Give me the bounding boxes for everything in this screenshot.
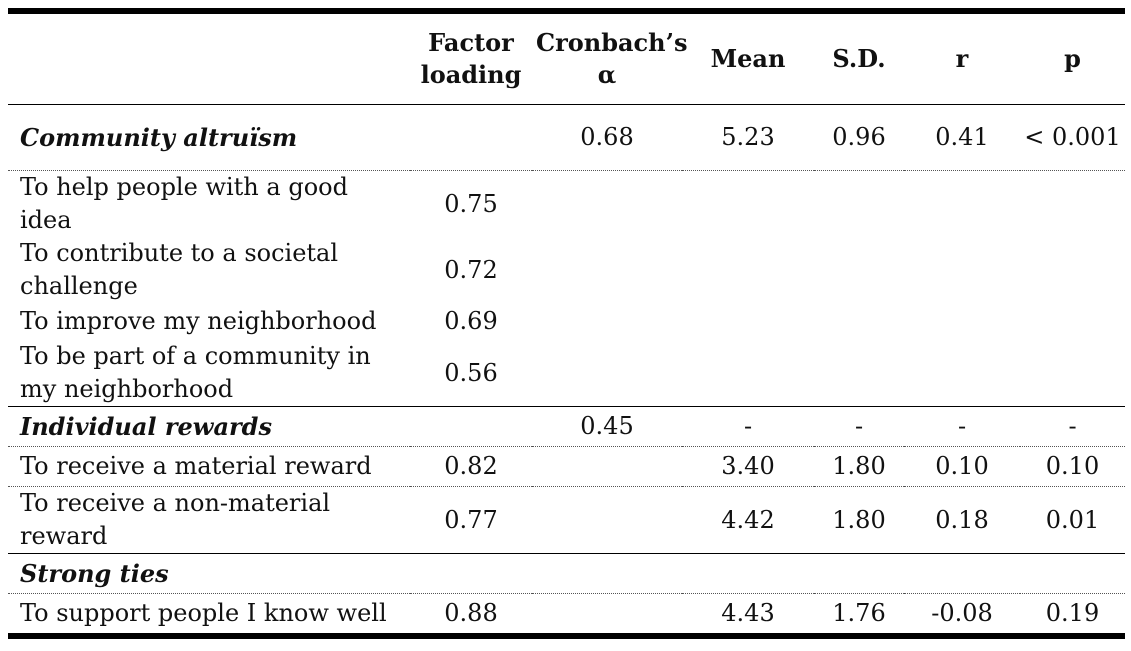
- item-p: [1020, 171, 1125, 238]
- item-sd: [814, 237, 904, 303]
- table-header: Factor loading Cronbach’s α Mean S.D. r …: [8, 11, 1125, 105]
- group-r: 0.41: [904, 104, 1020, 171]
- item-loading: 0.69: [444, 307, 498, 335]
- item-mean: [682, 237, 814, 303]
- group-label: Strong ties: [8, 553, 410, 594]
- item-alpha: [532, 303, 682, 340]
- item-label: To be part of a community in my neighbor…: [20, 342, 371, 403]
- group-sd: [814, 553, 904, 594]
- item-alpha: [532, 446, 682, 487]
- item-label: To receive a material reward: [8, 446, 410, 487]
- group-mean: [682, 553, 814, 594]
- item-mean: 4.42: [721, 505, 775, 534]
- group-p: [1020, 553, 1125, 594]
- item-row: To improve my neighborhood 0.69: [8, 303, 1125, 340]
- group-loading: [410, 406, 532, 447]
- item-p: 0.01: [1045, 505, 1100, 534]
- group-loading: [410, 553, 532, 594]
- results-table: Factor loading Cronbach’s α Mean S.D. r …: [8, 8, 1125, 639]
- header-label-column: [8, 11, 410, 105]
- group-sd: -: [814, 406, 904, 447]
- item-loading: 0.88: [444, 598, 498, 627]
- header-mean: Mean: [682, 11, 814, 105]
- item-label: To receive a non-material reward: [20, 489, 331, 550]
- group-p: -: [1020, 406, 1125, 447]
- item-r: 0.18: [935, 505, 989, 534]
- group-label: Community altruïsm: [8, 104, 410, 171]
- item-label: To improve my neighborhood: [20, 307, 377, 335]
- item-loading: 0.77: [444, 505, 498, 534]
- item-loading: 0.56: [444, 358, 498, 387]
- item-r: [904, 340, 1020, 407]
- header-factor-loading: Factor loading: [410, 11, 532, 105]
- item-row: To support people I know well 0.88 4.43 …: [8, 594, 1125, 636]
- group-mean: 5.23: [682, 104, 814, 171]
- group-loading: [410, 104, 532, 171]
- header-row: Factor loading Cronbach’s α Mean S.D. r …: [8, 11, 1125, 105]
- item-alpha: [532, 340, 682, 407]
- group-alpha: [532, 553, 682, 594]
- group-r: -: [904, 406, 1020, 447]
- item-sd: [814, 340, 904, 407]
- group-p: < 0.001: [1020, 104, 1125, 171]
- item-row: To receive a material reward 0.82 3.40 1…: [8, 446, 1125, 487]
- group-alpha: 0.45: [532, 406, 682, 447]
- item-sd: 1.80: [832, 505, 886, 534]
- item-p: 0.10: [1020, 446, 1125, 487]
- group-alpha: 0.68: [532, 104, 682, 171]
- group-r: [904, 553, 1020, 594]
- item-r: 0.10: [904, 446, 1020, 487]
- item-mean: 4.43: [721, 598, 775, 627]
- item-p: [1020, 340, 1125, 407]
- item-p: [1020, 303, 1125, 340]
- item-sd: [814, 171, 904, 238]
- item-alpha: [532, 594, 682, 636]
- item-r: [904, 237, 1020, 303]
- table-body: Community altruïsm 0.68 5.23 0.96 0.41 <…: [8, 104, 1125, 636]
- item-row: To receive a non-material reward 0.77 4.…: [8, 487, 1125, 554]
- group-row: Strong ties: [8, 553, 1125, 594]
- header-cronbach-alpha: Cronbach’s α: [532, 11, 687, 105]
- item-sd: 1.76: [832, 598, 886, 627]
- item-loading: 0.82: [410, 446, 532, 487]
- header-p: p: [1020, 11, 1125, 105]
- group-row: Community altruïsm 0.68 5.23 0.96 0.41 <…: [8, 104, 1125, 171]
- item-mean: [682, 171, 814, 238]
- item-r: [904, 171, 1020, 238]
- item-alpha: [532, 237, 682, 303]
- item-row: To contribute to a societal challenge 0.…: [8, 237, 1125, 303]
- item-label: To support people I know well: [20, 598, 387, 627]
- item-mean: [682, 303, 814, 340]
- item-sd: 1.80: [814, 446, 904, 487]
- item-label: To contribute to a societal challenge: [20, 239, 339, 300]
- item-mean: 3.40: [682, 446, 814, 487]
- item-row: To help people with a good idea 0.75: [8, 171, 1125, 238]
- item-label: To help people with a good idea: [20, 173, 348, 234]
- item-p: [1020, 237, 1125, 303]
- item-p: 0.19: [1045, 598, 1100, 627]
- group-mean: -: [682, 406, 814, 447]
- header-sd: S.D.: [814, 11, 904, 105]
- group-label: Individual rewards: [8, 406, 410, 447]
- group-row: Individual rewards 0.45 - - - -: [8, 406, 1125, 447]
- item-r: [904, 303, 1020, 340]
- item-loading: 0.75: [444, 189, 498, 218]
- item-alpha: [532, 171, 682, 238]
- item-loading: 0.72: [444, 255, 498, 284]
- item-alpha: [532, 487, 682, 554]
- item-mean: [682, 340, 814, 407]
- item-row: To be part of a community in my neighbor…: [8, 340, 1125, 407]
- header-r: r: [904, 11, 1020, 105]
- item-sd: [814, 303, 904, 340]
- group-sd: 0.96: [814, 104, 904, 171]
- item-r: -0.08: [931, 598, 993, 627]
